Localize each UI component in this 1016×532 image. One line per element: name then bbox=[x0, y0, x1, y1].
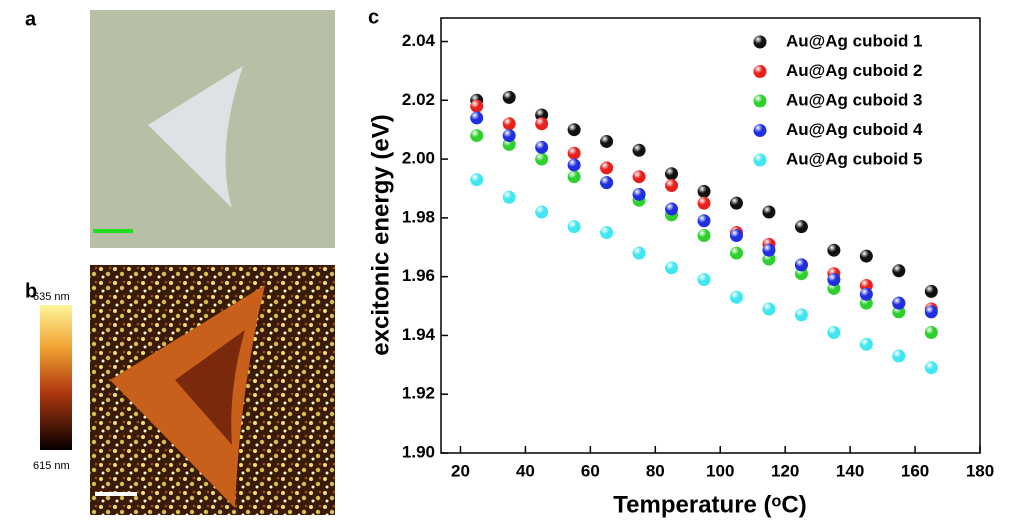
data-point bbox=[697, 229, 711, 242]
panel-label: b bbox=[25, 280, 37, 302]
x-tick-label: 120 bbox=[771, 461, 799, 480]
legend-marker bbox=[753, 94, 767, 108]
data-point bbox=[697, 184, 711, 198]
legend-label: Au@Ag cuboid 3 bbox=[786, 90, 923, 109]
data-point bbox=[762, 302, 776, 316]
data-point bbox=[924, 284, 938, 298]
data-point bbox=[535, 152, 549, 166]
y-axis-label: excitonic energy (eV) bbox=[367, 114, 394, 355]
legend-marker bbox=[753, 35, 767, 49]
data-point bbox=[859, 287, 873, 301]
colorbar bbox=[40, 305, 72, 450]
colorbar-label: 615 nm bbox=[33, 460, 70, 472]
data-point bbox=[924, 325, 938, 339]
data-point bbox=[924, 305, 938, 319]
flake-center bbox=[175, 330, 245, 445]
x-tick-label: 140 bbox=[836, 461, 864, 480]
data-point bbox=[697, 273, 711, 287]
data-point bbox=[632, 170, 646, 184]
plot-frame bbox=[440, 17, 981, 454]
legend-marker bbox=[753, 65, 767, 78]
data-point bbox=[762, 243, 776, 257]
legend-label: Au@Ag cuboid 2 bbox=[786, 61, 923, 80]
data-point bbox=[567, 158, 581, 172]
data-point bbox=[567, 146, 581, 160]
x-tick-label: 60 bbox=[581, 461, 600, 480]
x-tick-label: 80 bbox=[646, 461, 665, 480]
y-tick-label: 1.96 bbox=[402, 266, 435, 285]
panel-label: a bbox=[25, 8, 37, 30]
data-point bbox=[665, 261, 679, 275]
data-point bbox=[632, 246, 646, 260]
data-point bbox=[600, 161, 614, 175]
data-point bbox=[665, 167, 679, 181]
legend-marker bbox=[753, 124, 767, 137]
y-tick-label: 1.92 bbox=[402, 384, 435, 403]
data-point bbox=[859, 337, 873, 351]
y-tick-label: 1.94 bbox=[402, 325, 436, 344]
y-tick-label: 2.04 bbox=[402, 31, 436, 50]
data-point bbox=[697, 214, 711, 228]
y-tick-label: 1.90 bbox=[402, 442, 435, 461]
scale-bar bbox=[93, 229, 133, 233]
legend-label: Au@Ag cuboid 4 bbox=[786, 120, 923, 139]
data-point bbox=[567, 220, 581, 234]
colorbar-label: 635 nm bbox=[33, 291, 70, 303]
x-tick-label: 40 bbox=[516, 461, 535, 480]
data-point bbox=[827, 273, 841, 287]
data-point bbox=[470, 99, 484, 113]
y-tick-label: 2.02 bbox=[402, 90, 435, 109]
data-point bbox=[632, 187, 646, 201]
legend-label: Au@Ag cuboid 1 bbox=[786, 31, 923, 50]
data-point bbox=[632, 143, 646, 157]
data-point bbox=[729, 246, 743, 260]
data-point bbox=[567, 170, 581, 184]
flake bbox=[148, 66, 243, 208]
panel-label: c bbox=[368, 6, 379, 28]
data-point bbox=[502, 129, 516, 143]
data-point bbox=[827, 243, 841, 257]
x-tick-label: 100 bbox=[706, 461, 734, 480]
data-point bbox=[600, 134, 614, 148]
x-axis-label: Temperature (ᵒC) bbox=[613, 491, 806, 518]
data-point bbox=[502, 190, 516, 204]
data-point bbox=[600, 176, 614, 190]
data-point bbox=[665, 179, 679, 193]
data-point bbox=[794, 258, 808, 272]
data-point bbox=[892, 296, 906, 310]
data-point bbox=[502, 90, 516, 104]
data-point bbox=[729, 290, 743, 304]
x-tick-label: 160 bbox=[901, 461, 929, 480]
legend-marker bbox=[753, 153, 767, 167]
data-point bbox=[892, 264, 906, 278]
data-point bbox=[794, 220, 808, 234]
data-point bbox=[502, 117, 516, 131]
x-tick-label: 180 bbox=[966, 461, 994, 480]
data-point bbox=[535, 140, 549, 154]
data-point bbox=[535, 205, 549, 219]
data-point bbox=[892, 349, 906, 363]
data-point bbox=[697, 196, 711, 210]
data-point bbox=[470, 173, 484, 187]
scale-bar bbox=[95, 492, 137, 496]
data-point bbox=[567, 123, 581, 137]
data-point bbox=[729, 196, 743, 210]
data-point bbox=[859, 249, 873, 263]
data-point bbox=[600, 226, 614, 240]
data-point bbox=[924, 361, 938, 375]
data-point bbox=[535, 117, 549, 131]
data-point bbox=[470, 129, 484, 143]
data-point bbox=[470, 111, 484, 125]
legend-label: Au@Ag cuboid 5 bbox=[786, 149, 923, 168]
y-tick-label: 1.98 bbox=[402, 207, 435, 226]
y-tick-label: 2.00 bbox=[402, 149, 435, 168]
flake bbox=[110, 285, 265, 508]
x-tick-label: 20 bbox=[451, 461, 470, 480]
data-point bbox=[665, 202, 679, 216]
data-point bbox=[762, 205, 776, 219]
data-point bbox=[729, 229, 743, 242]
data-point bbox=[827, 325, 841, 339]
data-point bbox=[794, 308, 808, 322]
